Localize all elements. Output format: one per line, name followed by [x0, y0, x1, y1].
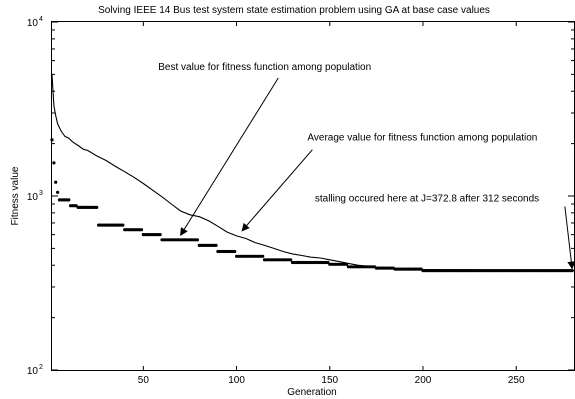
annotation-arrow — [241, 149, 313, 232]
y-tick-label: 10 — [27, 18, 39, 29]
x-tick-label: 250 — [508, 375, 525, 386]
x-axis-ticks: 50 100 150 200 250 — [138, 22, 525, 386]
annotation-text: Average value for fitness function among… — [307, 133, 537, 144]
plot-data — [50, 74, 575, 273]
best-fitness-markers — [50, 138, 574, 273]
best-fitness-point — [121, 223, 125, 227]
x-tick-label: 100 — [228, 375, 245, 386]
y-tick-label: 10 — [27, 366, 39, 377]
y-axis-label: Fitness value — [10, 166, 21, 225]
annotation-arrow — [180, 77, 279, 237]
best-fitness-point — [139, 228, 144, 232]
best-fitness-point — [95, 205, 99, 209]
best-fitness-point — [261, 254, 265, 258]
best-fitness-point — [195, 238, 199, 242]
best-fitness-point — [67, 198, 71, 202]
x-tick-label: 200 — [415, 375, 432, 386]
x-axis-label: Generation — [287, 387, 336, 398]
y-tick-exponent: 4 — [39, 16, 43, 23]
best-fitness-point — [233, 249, 237, 254]
average-fitness-line — [51, 74, 575, 272]
annotation-text: stalling occured here at J=372.8 after 3… — [315, 193, 539, 204]
y-tick-label: 10 — [27, 192, 39, 203]
annotations: Best value for fitness function among po… — [158, 62, 575, 270]
best-fitness-point — [570, 269, 574, 273]
annotation-arrow — [564, 206, 575, 270]
x-tick-label: 50 — [138, 375, 150, 386]
best-fitness-point — [289, 258, 293, 262]
best-fitness-point — [56, 190, 60, 194]
chart-title: Solving IEEE 14 Bus test system state es… — [98, 5, 490, 16]
annotation-text: Best value for fitness function among po… — [158, 62, 371, 73]
best-fitness-point — [345, 262, 349, 266]
best-fitness-point — [158, 233, 162, 237]
y-tick-exponent: 3 — [39, 190, 43, 197]
best-fitness-point — [52, 161, 56, 165]
y-tick-exponent: 2 — [39, 364, 43, 371]
best-fitness-point — [214, 243, 218, 247]
x-tick-label: 150 — [321, 375, 338, 386]
best-fitness-point — [54, 180, 58, 184]
